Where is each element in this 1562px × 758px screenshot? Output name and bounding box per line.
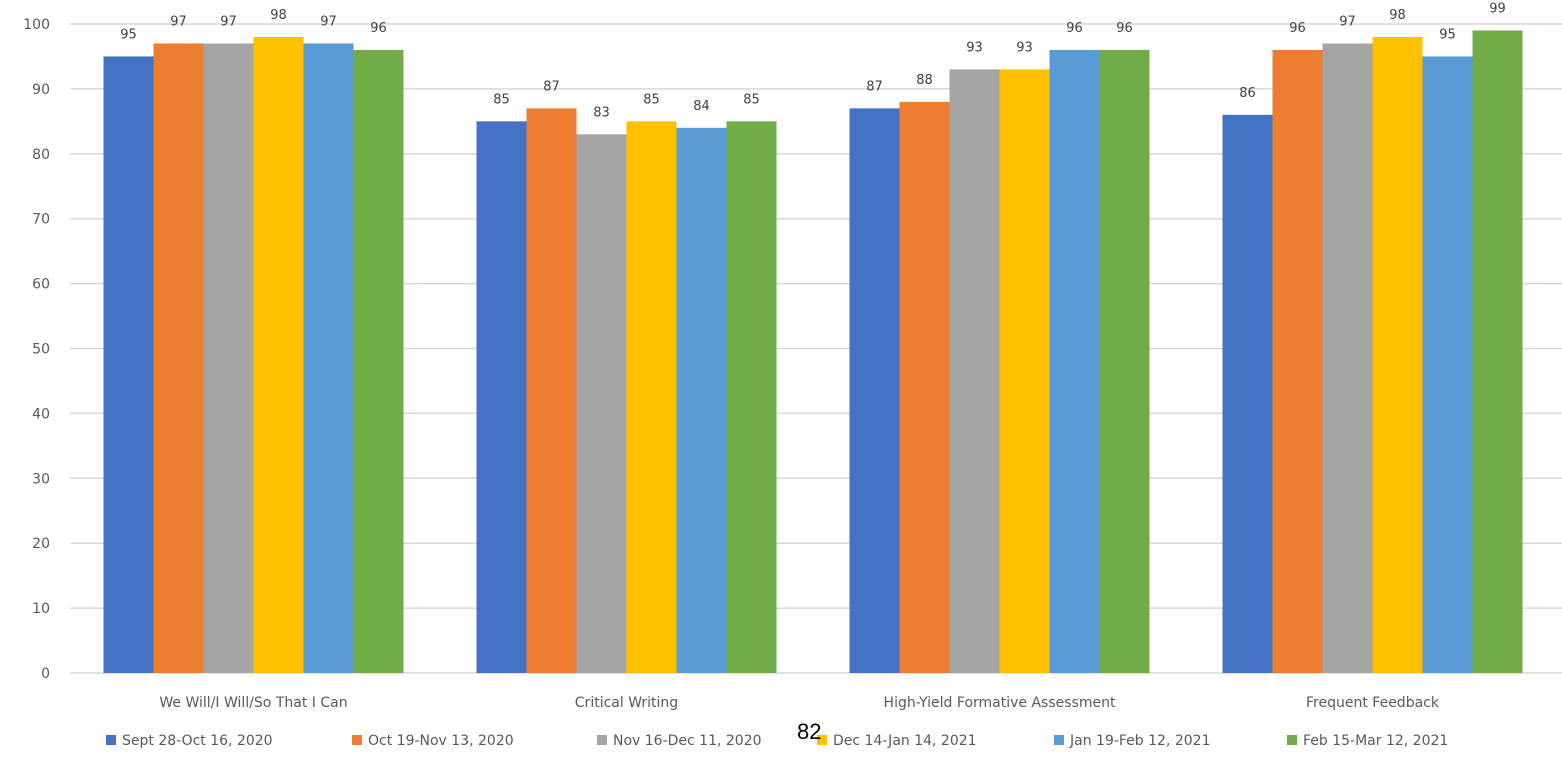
data-label: 96 [1116, 21, 1133, 36]
y-tick-label: 60 [32, 277, 50, 293]
category-labels: We Will/I Will/So That I Can Critical Wri… [159, 695, 1439, 711]
legend-swatch [1287, 735, 1297, 745]
bar [726, 121, 777, 674]
bar [526, 108, 577, 674]
data-label: 84 [693, 99, 710, 114]
y-tick-label: 80 [32, 147, 50, 163]
legend-item: Sept 28-Oct 16, 2020 [106, 733, 273, 749]
category-label: Frequent Feedback [1306, 695, 1440, 711]
data-label: 87 [866, 79, 883, 94]
data-label: 97 [170, 14, 187, 29]
y-axis-tick-labels: 0 10 20 30 40 50 60 70 80 90 100 [23, 17, 50, 682]
bar [153, 43, 204, 674]
bar [999, 69, 1050, 674]
y-tick-label: 90 [32, 82, 50, 98]
y-tick-label: 0 [41, 666, 50, 682]
bar [476, 121, 527, 674]
category-label: Critical Writing [575, 695, 678, 711]
y-tick-label: 10 [32, 601, 50, 617]
y-tick-label: 100 [23, 17, 50, 33]
bar [203, 43, 254, 674]
bar [103, 56, 154, 673]
legend: Sept 28-Oct 16, 2020 Oct 19-Nov 13, 2020 N… [106, 733, 1448, 749]
data-label: 85 [493, 92, 510, 107]
legend-item: Feb 15-Mar 12, 2021 [1287, 733, 1448, 749]
bar [253, 36, 304, 674]
bars [103, 30, 1523, 674]
bar [626, 121, 677, 674]
data-labels: 95 97 97 98 97 96 85 87 83 85 84 85 87 88 93 93 96 96 86 96… [120, 1, 1506, 120]
y-tick-label: 20 [32, 536, 50, 552]
legend-swatch [352, 735, 362, 745]
legend-item: Jan 19-Feb 12, 2021 [1054, 733, 1210, 749]
legend-item: Oct 19-Nov 13, 2020 [352, 733, 514, 749]
bar [576, 134, 627, 673]
legend-swatch [106, 735, 116, 745]
bar [1322, 43, 1373, 674]
data-label: 88 [916, 73, 933, 88]
category-label: High-Yield Formative Assessment [884, 695, 1116, 711]
bar [849, 108, 900, 674]
bar [303, 43, 354, 674]
bar [353, 49, 404, 673]
data-label: 98 [270, 8, 287, 23]
data-label: 87 [543, 79, 560, 94]
page-number: 82 [797, 719, 822, 744]
data-label: 83 [593, 105, 610, 120]
legend-swatch [597, 735, 607, 745]
y-tick-label: 30 [32, 471, 50, 487]
data-label: 95 [120, 27, 137, 42]
bar [1222, 114, 1273, 674]
legend-item: Nov 16-Dec 11, 2020 [597, 733, 762, 749]
data-label: 97 [320, 14, 337, 29]
data-label: 96 [1066, 21, 1083, 36]
y-tick-label: 40 [32, 406, 50, 422]
data-label: 96 [1289, 21, 1306, 36]
bar [949, 69, 1000, 674]
data-label: 98 [1389, 8, 1406, 23]
bar [676, 127, 727, 674]
legend-label: Sept 28-Oct 16, 2020 [122, 733, 273, 749]
legend-label: Nov 16-Dec 11, 2020 [613, 733, 762, 749]
bar [1372, 36, 1423, 674]
legend-swatch [817, 735, 827, 745]
legend-label: Oct 19-Nov 13, 2020 [368, 733, 514, 749]
data-label: 86 [1239, 86, 1256, 101]
legend-label: Dec 14-Jan 14, 2021 [833, 733, 977, 749]
bar [899, 101, 950, 673]
data-label: 85 [643, 92, 660, 107]
data-label: 97 [220, 14, 237, 29]
legend-item: Dec 14-Jan 14, 2021 [817, 733, 977, 749]
data-label: 85 [743, 92, 760, 107]
legend-label: Feb 15-Mar 12, 2021 [1303, 733, 1448, 749]
data-label: 96 [370, 21, 387, 36]
bar [1049, 49, 1100, 673]
bar [1272, 49, 1323, 673]
legend-label: Jan 19-Feb 12, 2021 [1069, 733, 1210, 749]
data-label: 93 [966, 40, 983, 55]
bar [1422, 56, 1473, 673]
data-label: 93 [1016, 40, 1033, 55]
data-label: 95 [1439, 27, 1456, 42]
bar [1099, 49, 1150, 673]
y-tick-label: 50 [32, 342, 50, 358]
legend-swatch [1054, 735, 1064, 745]
category-label: We Will/I Will/So That I Can [159, 695, 347, 711]
data-label: 99 [1489, 1, 1506, 16]
bar [1472, 30, 1523, 674]
y-tick-label: 70 [32, 212, 50, 228]
data-label: 97 [1339, 14, 1356, 29]
